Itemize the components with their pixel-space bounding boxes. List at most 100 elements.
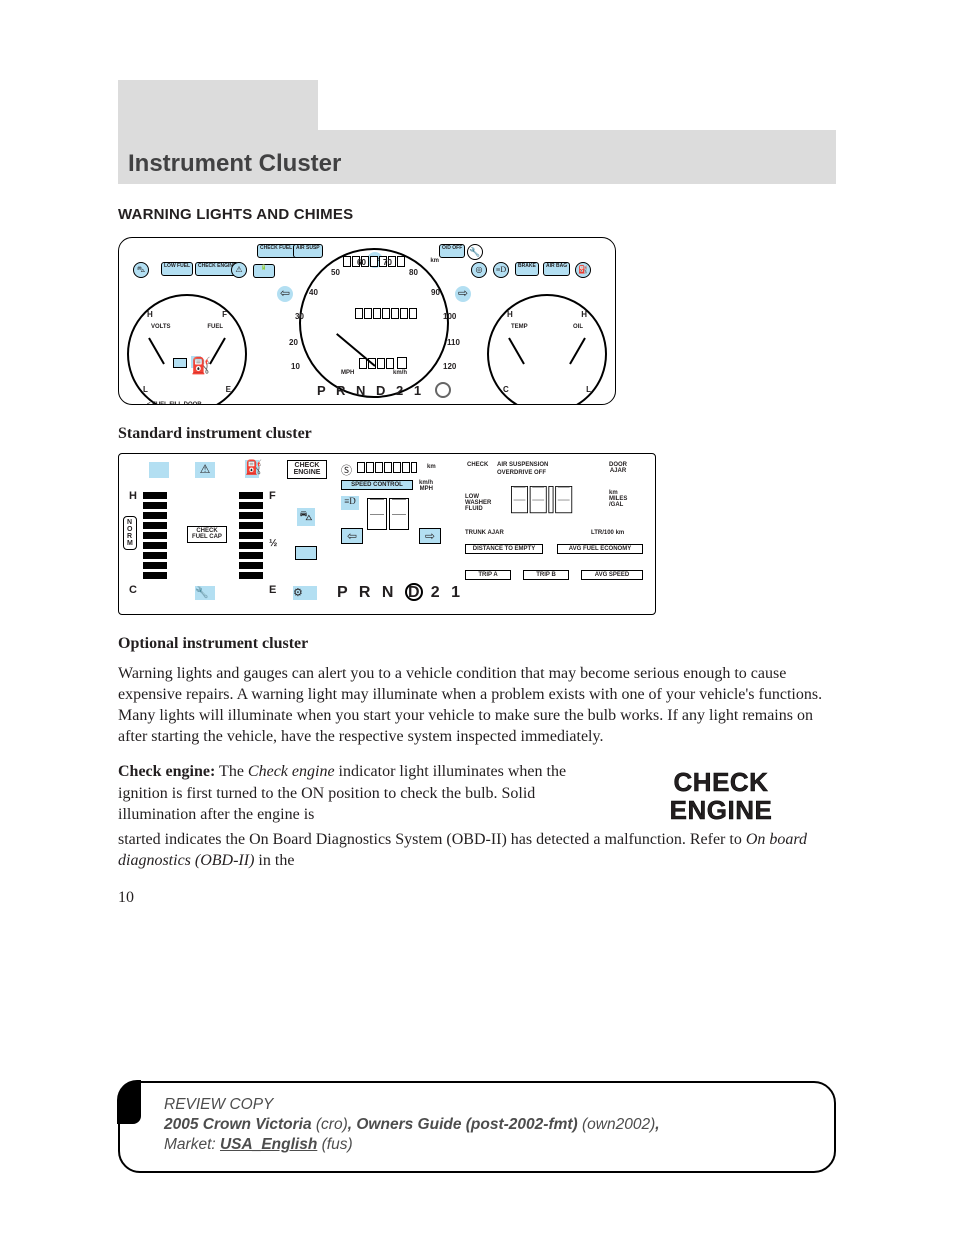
f3c: (fus)	[317, 1136, 352, 1153]
label-e: E	[226, 385, 231, 394]
avg-speed-box: AVG SPEED	[581, 570, 643, 580]
fuel-bar-gauge	[239, 492, 263, 579]
turn-right-icon: ⇨	[419, 528, 441, 544]
headlamp-icon: ≡D	[493, 262, 509, 278]
footer-line3: Market: USA_English (fus)	[164, 1135, 808, 1155]
tick: 70	[383, 258, 392, 267]
opt-odometer	[357, 462, 417, 473]
check-engine-paragraph-left: Check engine: The Check engine indicator…	[118, 761, 588, 824]
oil-can-icon	[149, 462, 169, 478]
tick: 80	[409, 268, 418, 277]
lead-italic: Check engine	[248, 763, 335, 780]
label-c: C	[503, 385, 509, 394]
norm-label: NORM	[123, 516, 137, 550]
trip-reset	[397, 357, 407, 369]
f2a: 2005 Crown Victoria	[164, 1116, 312, 1133]
fuel-door-note: < FUEL FILL DOOR	[147, 402, 202, 405]
label-l: L	[143, 385, 148, 394]
kmh-mph: km/hMPH	[419, 480, 433, 492]
speed-control-band: SPEED CONTROL	[341, 480, 413, 490]
para-full: started indicates the On Board Diagnosti…	[118, 831, 746, 848]
tick: 100	[443, 312, 456, 321]
temp-oil-gauge: H H TEMP OIL C L	[487, 294, 607, 405]
label-l: L	[586, 385, 591, 394]
trip-reset-knob	[435, 382, 451, 398]
label-f: F	[222, 310, 227, 319]
tick: 20	[289, 338, 298, 347]
f2b: (cro)	[312, 1116, 348, 1133]
check-line2: ENGINE	[606, 797, 836, 824]
headlamp-icon: ≡D	[341, 496, 359, 510]
check-label: CHECK	[467, 462, 488, 468]
subheading: WARNING LIGHTS AND CHIMES	[118, 206, 836, 223]
footer-line2: 2005 Crown Victoria (cro), Owners Guide …	[164, 1115, 808, 1135]
footer-tab	[117, 1080, 141, 1124]
trip-a-box: TRIP A	[465, 570, 511, 580]
needle	[569, 338, 586, 365]
caption-standard: Standard instrument cluster	[118, 425, 836, 443]
od-off-label: OVERDRIVE OFF	[497, 470, 546, 476]
fuel-pump-icon: ⛽	[245, 460, 259, 478]
turn-right-icon: ⇨	[455, 286, 471, 302]
check-engine-box: CHECK ENGINE	[287, 460, 327, 479]
footer-line1: REVIEW COPY	[164, 1095, 808, 1115]
trip-b-box: TRIP B	[523, 570, 569, 580]
trip-odometer	[359, 358, 394, 369]
km-label: km	[427, 464, 436, 470]
label-oil: OIL	[573, 324, 583, 330]
temp-bar-gauge	[143, 492, 167, 579]
lead-text: The	[215, 763, 248, 780]
airbag-icon: ⚠	[195, 462, 215, 478]
speedometer: ⇦ km MPH km/h	[299, 248, 449, 398]
check-engine-indicator: CHECK ENGINE	[606, 761, 836, 824]
kmh-label: km/h	[393, 370, 407, 376]
fuel-pump-icon: ⛽	[191, 356, 201, 368]
battery-icon	[295, 546, 317, 560]
tick: 90	[431, 288, 440, 297]
figure-optional-cluster: H NORM C ⚠ CHECK FUEL CAP 🔧 ⛽ F ½ E CHEC…	[118, 453, 656, 615]
units-label: kmMILES/GAL	[609, 490, 627, 508]
f2d: (own2002)	[578, 1116, 656, 1133]
f3b: USA_English	[220, 1136, 317, 1153]
check-engine-paragraph-full: started indicates the On Board Diagnosti…	[118, 829, 836, 871]
abs-icon: ◎	[471, 262, 487, 278]
odometer-top	[343, 256, 405, 267]
gear-indicator: P R N D 2 1	[337, 583, 464, 602]
label-volts: VOLTS	[151, 324, 171, 330]
volts-icon	[173, 358, 187, 368]
needle	[508, 338, 525, 365]
label-h: H	[147, 310, 153, 319]
figure-standard-cluster: ⛍ LOW FUEL CHECK ENGINE ⚠ 🔋 CHECK FUEL C…	[118, 237, 616, 405]
tick: 10	[291, 362, 300, 371]
tick: 40	[309, 288, 318, 297]
needle	[209, 338, 226, 365]
tick: 60	[357, 258, 366, 267]
km-label: km	[430, 258, 439, 264]
battery-icon: 🔋	[253, 264, 275, 278]
airbag-pill: AIR BAG	[543, 262, 570, 276]
digital-speed	[367, 498, 409, 530]
check-fuel-cap-box: CHECK FUEL CAP	[187, 526, 227, 543]
dte-box: DISTANCE TO EMPTY	[465, 544, 543, 554]
review-footer: REVIEW COPY 2005 Crown Victoria (cro), O…	[118, 1081, 836, 1173]
ltr-label: LTR/100 km	[591, 530, 624, 536]
turn-left-icon: ⇦	[341, 528, 363, 544]
tick: 50	[331, 268, 340, 277]
low-washer-label: LOWWASHERFLUID	[465, 494, 491, 512]
caption-optional: Optional instrument cluster	[118, 635, 836, 653]
needle	[148, 338, 165, 365]
od-off-pill: O/D OFF	[439, 244, 465, 258]
label-fuel: FUEL	[207, 324, 223, 330]
gear-indicator: P R N D 2 1	[317, 383, 425, 398]
check-line1: CHECK	[606, 769, 836, 796]
tick: 110	[447, 338, 460, 347]
odometer-mid	[355, 308, 417, 319]
engine-icon: ⚙	[293, 586, 317, 600]
mph-label: MPH	[341, 370, 354, 376]
speedo-needle	[336, 333, 376, 367]
tick: 120	[443, 362, 456, 371]
air-susp-pill: AIR SUSP	[293, 244, 323, 258]
cruise-s-icon: Ⓢ	[341, 462, 352, 478]
f2e: ,	[655, 1116, 659, 1133]
label-temp: TEMP	[511, 324, 528, 330]
